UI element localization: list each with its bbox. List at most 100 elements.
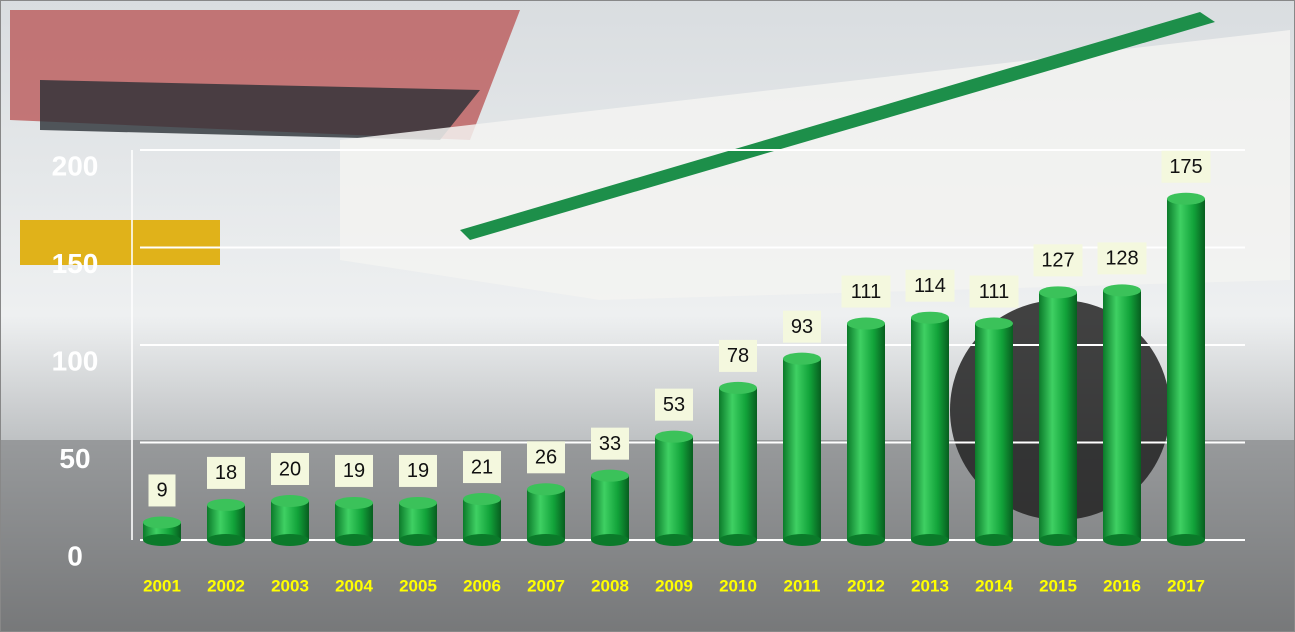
bar <box>527 489 565 540</box>
value-label: 128 <box>1105 248 1138 270</box>
value-label: 9 <box>156 480 167 502</box>
value-label: 93 <box>791 316 813 338</box>
bar-cap <box>719 381 757 394</box>
value-label: 53 <box>663 394 685 416</box>
bar-cap <box>463 493 501 506</box>
x-tick-label: 2014 <box>975 576 1013 595</box>
y-tick-label: 100 <box>52 345 99 376</box>
value-label: 20 <box>279 458 301 480</box>
value-label-box <box>591 427 629 460</box>
x-tick-label: 2011 <box>784 576 821 595</box>
y-tick-label: 150 <box>52 248 99 279</box>
value-label-box <box>783 310 821 343</box>
x-tick-label: 2005 <box>399 576 437 595</box>
value-label: 21 <box>471 456 493 478</box>
bar <box>975 323 1013 540</box>
bar-cap <box>143 516 181 529</box>
bar <box>271 501 309 540</box>
value-label-box <box>527 441 565 474</box>
bar <box>591 475 629 540</box>
bar-cap <box>1039 286 1077 299</box>
x-tick-label: 2009 <box>655 576 693 595</box>
value-label: 18 <box>215 462 237 484</box>
x-tick-label: 2006 <box>463 576 501 595</box>
bar <box>1103 290 1141 540</box>
bar-cap <box>1167 192 1205 205</box>
x-tick-label: 2012 <box>847 576 885 595</box>
value-label-box <box>399 454 437 487</box>
y-tick-label: 200 <box>52 150 99 181</box>
value-label: 33 <box>599 433 621 455</box>
bar-base <box>591 534 629 546</box>
x-tick-label: 2017 <box>1167 576 1205 595</box>
bar-base <box>847 534 885 546</box>
bar-cap <box>911 311 949 324</box>
value-label: 111 <box>851 281 881 303</box>
bar-cap <box>975 317 1013 330</box>
bar-base <box>207 534 245 546</box>
bar <box>847 323 885 540</box>
value-label: 19 <box>343 460 365 482</box>
bar-base <box>783 534 821 546</box>
bar-cap <box>271 495 309 507</box>
bar-base <box>1167 534 1205 546</box>
bar <box>1167 198 1205 540</box>
value-label-box <box>148 474 176 507</box>
bar-base <box>527 534 565 546</box>
bar-base <box>271 534 309 546</box>
value-label: 111 <box>979 281 1009 303</box>
bar-base <box>1103 534 1141 546</box>
x-tick-label: 2013 <box>911 576 949 595</box>
bar-cap <box>335 496 373 509</box>
value-label-box <box>271 453 309 485</box>
value-label-box <box>335 454 373 487</box>
value-label-box <box>1097 242 1147 275</box>
value-label-box <box>841 275 891 308</box>
bar-base <box>399 534 437 546</box>
value-label: 114 <box>914 275 946 297</box>
bar-cap <box>655 430 693 443</box>
value-label: 175 <box>1169 156 1202 178</box>
value-label-box <box>207 456 245 489</box>
bar-cap <box>591 469 629 482</box>
bar-cap <box>527 483 565 496</box>
bar <box>463 499 501 540</box>
bar <box>655 436 693 540</box>
value-label-box <box>1033 244 1083 277</box>
bar-cap <box>783 352 821 365</box>
value-label-box <box>719 339 757 372</box>
bar <box>719 387 757 540</box>
value-label-box <box>969 275 1019 308</box>
value-label-box <box>655 388 693 421</box>
x-tick-label: 2010 <box>719 576 757 595</box>
bar <box>1039 292 1077 540</box>
bar-base <box>1039 534 1077 546</box>
bar-base <box>655 534 693 546</box>
bar-cap <box>399 496 437 509</box>
bar-base <box>719 534 757 546</box>
bar-base <box>911 534 949 546</box>
bar <box>783 358 821 540</box>
x-tick-label: 2016 <box>1103 576 1141 595</box>
x-tick-label: 2001 <box>143 576 181 595</box>
value-label-box <box>1161 150 1211 183</box>
bar-cap <box>847 317 885 330</box>
value-label-box <box>905 269 955 302</box>
bar <box>399 502 437 540</box>
value-label: 78 <box>727 345 749 367</box>
bar-base <box>143 534 181 546</box>
y-tick-label: 50 <box>59 443 90 474</box>
bar-base <box>463 534 501 546</box>
value-label: 26 <box>535 447 557 469</box>
x-tick-label: 2008 <box>591 576 629 595</box>
bar-cap <box>207 498 245 511</box>
x-tick-label: 2007 <box>527 576 565 595</box>
x-tick-label: 2003 <box>271 576 309 595</box>
bar-base <box>975 534 1013 546</box>
x-tick-label: 2015 <box>1039 576 1077 595</box>
bar-cap <box>1103 284 1141 297</box>
x-tick-label: 2004 <box>335 576 373 595</box>
value-label: 19 <box>407 460 429 482</box>
